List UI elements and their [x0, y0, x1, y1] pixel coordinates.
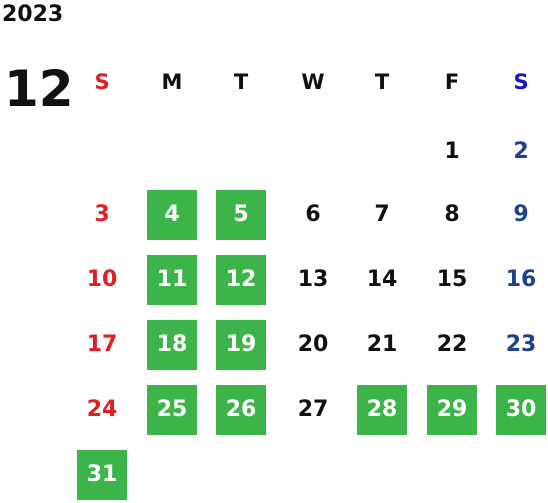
day: 10 [86, 267, 118, 292]
day: 14 [366, 267, 398, 292]
weekday-header: W [301, 70, 325, 94]
day: 8 [444, 202, 460, 227]
day: 13 [297, 267, 329, 292]
weekday-header: S [513, 70, 529, 94]
day: 23 [505, 332, 537, 357]
highlighted-day: 30 [496, 385, 546, 435]
highlighted-day: 12 [216, 255, 266, 305]
day: 16 [505, 267, 537, 292]
day: 22 [436, 332, 468, 357]
weekday-header: F [444, 70, 460, 94]
day: 7 [374, 202, 390, 227]
highlighted-day: 28 [357, 385, 407, 435]
highlighted-day: 31 [77, 450, 127, 500]
day: 24 [86, 397, 118, 422]
month: 12 [4, 60, 74, 118]
weekday-header: T [233, 70, 249, 94]
day: 1 [444, 139, 460, 164]
day: 6 [305, 202, 321, 227]
highlighted-day: 4 [147, 190, 197, 240]
day: 15 [436, 267, 468, 292]
day: 21 [366, 332, 398, 357]
highlighted-day: 5 [216, 190, 266, 240]
highlighted-day: 25 [147, 385, 197, 435]
highlighted-day: 26 [216, 385, 266, 435]
day: 20 [297, 332, 329, 357]
day: 17 [86, 332, 118, 357]
highlighted-day: 18 [147, 320, 197, 370]
day: 27 [297, 397, 329, 422]
year: 2023 [2, 2, 64, 27]
day: 2 [513, 139, 529, 164]
highlighted-day: 29 [427, 385, 477, 435]
weekday-header: S [94, 70, 110, 94]
highlighted-day: 11 [147, 255, 197, 305]
day: 9 [513, 202, 529, 227]
highlighted-day: 19 [216, 320, 266, 370]
day: 3 [94, 202, 110, 227]
weekday-header: T [374, 70, 390, 94]
weekday-header: M [161, 70, 183, 94]
